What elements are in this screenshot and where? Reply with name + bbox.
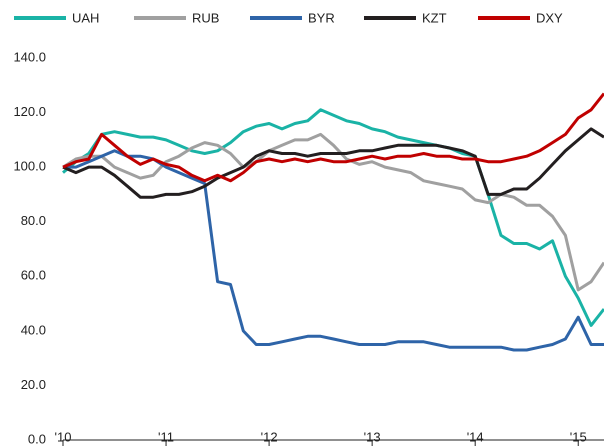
- line-series: [62, 127, 604, 199]
- line-series: [62, 92, 604, 183]
- x-tick-label: '13: [364, 429, 381, 444]
- x-tick-label: '10: [55, 429, 72, 444]
- line-series: [62, 132, 604, 292]
- line-series: [63, 149, 604, 352]
- legend-label: UAH: [72, 10, 99, 25]
- y-tick-label: 0.0: [28, 431, 46, 446]
- y-tick-label: 140.0: [13, 49, 46, 64]
- y-tick-label: 80.0: [21, 213, 46, 228]
- legend-label: DXY: [536, 10, 563, 25]
- line-series: [62, 108, 604, 327]
- x-tick-label: '15: [570, 429, 587, 444]
- legend-label: KZT: [422, 10, 447, 25]
- x-tick-label: '11: [158, 429, 174, 444]
- legend-label: BYR: [308, 10, 335, 25]
- legend-label: RUB: [192, 10, 219, 25]
- y-tick-label: 20.0: [21, 377, 46, 392]
- x-tick-label: '14: [467, 429, 484, 444]
- y-tick-label: 60.0: [21, 268, 46, 283]
- y-tick-label: 100.0: [13, 159, 46, 174]
- y-tick-label: 40.0: [21, 322, 46, 337]
- x-tick-label: '12: [261, 429, 278, 444]
- y-tick-label: 120.0: [13, 104, 46, 119]
